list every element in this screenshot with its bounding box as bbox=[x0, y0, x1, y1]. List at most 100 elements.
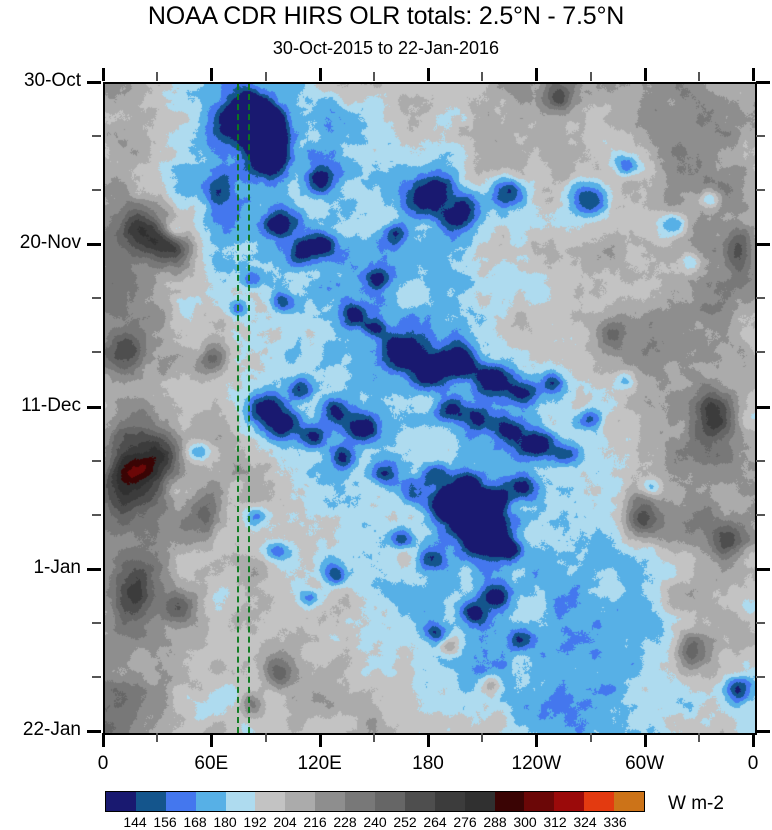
y-tick-major bbox=[87, 730, 101, 733]
y-tick-major bbox=[87, 81, 101, 84]
colorbar-swatch bbox=[345, 792, 376, 811]
colorbar-tick-label: 300 bbox=[513, 814, 537, 830]
y-tick-major-right bbox=[756, 243, 770, 247]
x-tick-minor bbox=[697, 733, 700, 742]
y-tick-minor bbox=[92, 675, 101, 678]
x-tick-minor-top bbox=[589, 72, 592, 81]
y-tick-minor-right bbox=[756, 135, 765, 138]
colorbar-swatch bbox=[165, 792, 196, 811]
colorbar-tick-label: 216 bbox=[303, 814, 327, 830]
colorbar-tick-label: 276 bbox=[453, 814, 477, 830]
x-tick-major bbox=[643, 733, 647, 747]
y-tick-minor bbox=[92, 135, 101, 138]
x-tick-major bbox=[318, 733, 322, 747]
colorbar-tick-label: 180 bbox=[213, 814, 237, 830]
y-tick-minor-right bbox=[756, 675, 765, 678]
x-tick-major-top bbox=[535, 68, 539, 81]
x-tick-minor-top bbox=[372, 72, 375, 81]
colorbar-swatch bbox=[285, 792, 316, 811]
x-axis-tick-label: 0 bbox=[747, 753, 759, 774]
annotation-vertical-line-1 bbox=[236, 84, 239, 733]
colorbar-tick-label: 324 bbox=[573, 814, 597, 830]
colorbar-tick-label: 156 bbox=[153, 814, 177, 830]
x-tick-major bbox=[535, 733, 539, 747]
y-axis-tick-label: 22-Jan bbox=[22, 719, 81, 740]
y-tick-minor bbox=[92, 459, 101, 462]
x-tick-minor bbox=[264, 733, 267, 742]
x-tick-minor bbox=[589, 733, 592, 742]
colorbar-tick-label: 144 bbox=[123, 814, 147, 830]
x-tick-major-top bbox=[752, 68, 755, 81]
x-axis-tick-label: 180 bbox=[412, 753, 444, 774]
colorbar-swatch bbox=[524, 792, 555, 811]
y-tick-minor-right bbox=[756, 459, 765, 462]
x-tick-major-top bbox=[210, 68, 214, 81]
x-axis-tick-label: 120E bbox=[297, 753, 342, 774]
colorbar-swatch bbox=[614, 792, 645, 811]
colorbar-swatch bbox=[225, 792, 256, 811]
x-axis-tick-label: 0 bbox=[97, 753, 109, 774]
colorbar-swatch bbox=[584, 792, 615, 811]
y-tick-minor bbox=[92, 297, 101, 300]
x-tick-minor-top bbox=[697, 72, 700, 81]
x-tick-major bbox=[210, 733, 214, 747]
colorbar-tick-label: 204 bbox=[273, 814, 297, 830]
x-tick-major bbox=[427, 733, 430, 747]
x-tick-major bbox=[102, 733, 105, 747]
x-tick-minor-top bbox=[264, 72, 267, 81]
y-axis-tick-label: 11-Dec bbox=[21, 394, 81, 416]
colorbar-swatch bbox=[434, 792, 465, 811]
colorbar-swatch bbox=[375, 792, 405, 811]
y-tick-minor-right bbox=[756, 297, 765, 300]
y-tick-major-right bbox=[756, 567, 770, 571]
colorbar-tick-label: 168 bbox=[183, 814, 207, 830]
plot-area bbox=[103, 82, 757, 735]
y-axis-tick-label: 1-Jan bbox=[33, 556, 81, 578]
colorbar-swatch bbox=[554, 792, 585, 811]
y-axis-tick-label: 30-Oct bbox=[23, 70, 81, 91]
colorbar-swatch bbox=[106, 792, 136, 811]
colorbar-tick-label: 228 bbox=[333, 814, 357, 830]
colorbar-swatch bbox=[315, 792, 346, 811]
x-tick-major bbox=[752, 733, 755, 747]
x-axis-tick-label: 60E bbox=[194, 753, 229, 774]
y-tick-major-right bbox=[756, 81, 770, 84]
x-tick-major-top bbox=[427, 68, 430, 81]
x-tick-minor-top bbox=[156, 72, 159, 81]
colorbar-swatch bbox=[494, 792, 525, 811]
x-axis-tick-label: 60W bbox=[625, 753, 665, 774]
x-tick-major-top bbox=[643, 68, 647, 81]
colorbar-tick-label: 252 bbox=[393, 814, 417, 830]
colorbar-tick-label: 288 bbox=[483, 814, 507, 830]
y-axis-tick-label: 20-Nov bbox=[19, 232, 81, 254]
colorbar-tick-label: 264 bbox=[423, 814, 447, 830]
colorbar-swatch bbox=[404, 792, 435, 811]
colorbar-units-label: W m-2 bbox=[668, 793, 724, 814]
y-tick-minor bbox=[92, 189, 101, 192]
x-tick-minor-top bbox=[481, 72, 484, 81]
x-tick-minor bbox=[156, 733, 159, 742]
y-tick-minor-right bbox=[756, 621, 765, 624]
colorbar-tick-label: 240 bbox=[363, 814, 387, 830]
chart-subtitle: 30-Oct-2015 to 22-Jan-2016 bbox=[272, 38, 500, 58]
olr-heatmap-canvas bbox=[105, 84, 755, 733]
colorbar-tick-label: 312 bbox=[543, 814, 567, 830]
y-tick-minor-right bbox=[756, 189, 765, 192]
y-tick-minor-right bbox=[756, 513, 765, 516]
y-tick-major-right bbox=[756, 405, 770, 409]
colorbar-swatch bbox=[135, 792, 166, 811]
y-tick-major bbox=[87, 405, 101, 409]
y-tick-minor bbox=[92, 513, 101, 516]
x-tick-major-top bbox=[318, 68, 322, 81]
x-tick-minor bbox=[372, 733, 375, 742]
y-tick-major-right bbox=[756, 730, 770, 733]
x-axis-tick-label: 120W bbox=[511, 753, 562, 774]
y-tick-minor-right bbox=[756, 351, 765, 354]
colorbar-swatch bbox=[195, 792, 226, 811]
y-tick-major bbox=[87, 567, 101, 571]
colorbar-swatch bbox=[464, 792, 495, 811]
colorbar bbox=[105, 791, 645, 812]
annotation-vertical-line-2 bbox=[247, 84, 250, 733]
y-tick-minor bbox=[92, 621, 101, 624]
